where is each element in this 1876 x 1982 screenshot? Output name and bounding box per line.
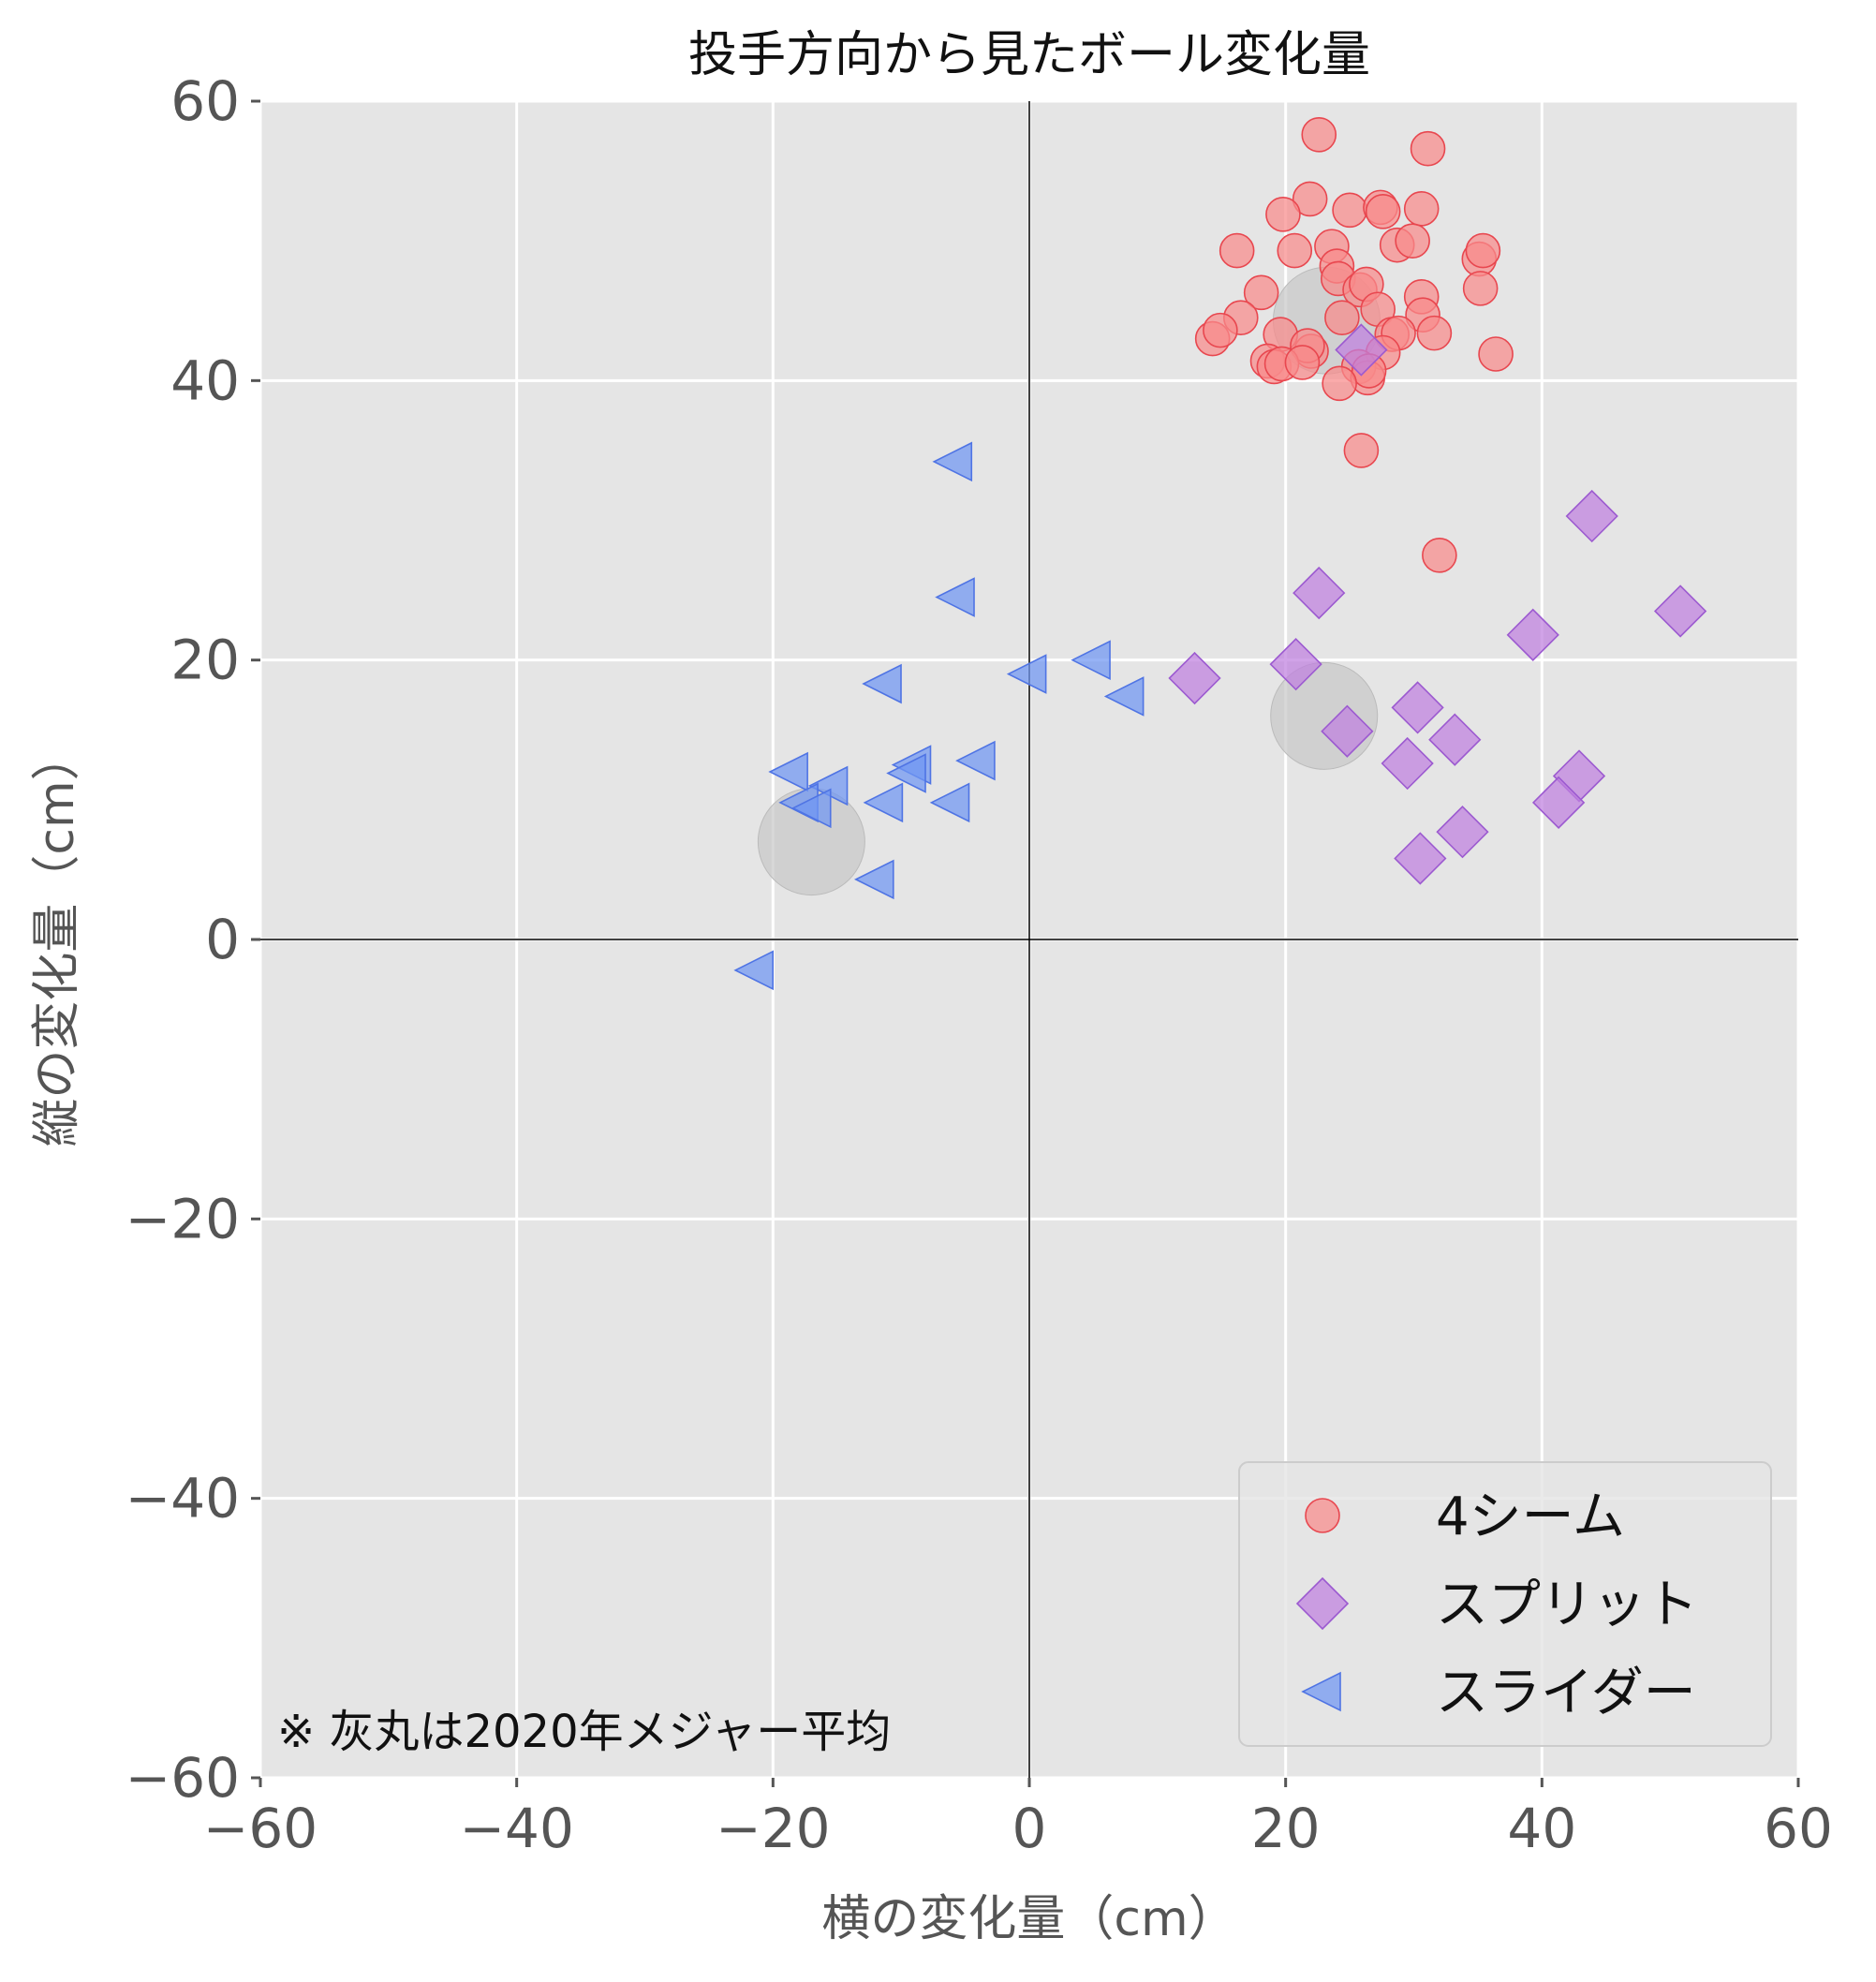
data-point — [1531, 776, 1586, 829]
data-point — [1203, 312, 1238, 348]
data-point — [862, 663, 902, 704]
zero-lines — [260, 101, 1798, 1778]
data-point — [1277, 232, 1313, 269]
data-point — [1332, 192, 1367, 229]
legend-label: スライダー — [1436, 1663, 1696, 1723]
data-point — [733, 950, 774, 991]
data-point — [932, 441, 973, 482]
data-point — [886, 753, 926, 793]
data-point — [1653, 584, 1707, 638]
data-point — [768, 751, 808, 792]
data-point — [863, 782, 904, 823]
y-tick-label: 0 — [205, 908, 240, 971]
data-point — [1465, 232, 1501, 269]
y-tick-label: −60 — [126, 1746, 240, 1810]
data-point — [1381, 736, 1434, 791]
data-point — [1071, 640, 1111, 680]
x-tick-label: 40 — [1507, 1797, 1576, 1860]
data-point — [929, 782, 970, 823]
legend-marker — [1301, 1671, 1341, 1712]
data-point — [1301, 117, 1337, 153]
x-axis-label: 横の変化量（cm） — [821, 1891, 1236, 1947]
data-point — [1265, 197, 1301, 232]
data-point — [935, 577, 975, 617]
series-3 — [733, 441, 1145, 991]
data-point — [1284, 345, 1321, 380]
data-point — [1506, 608, 1559, 661]
data-point — [1428, 713, 1482, 766]
data-point — [854, 859, 894, 900]
x-tick-label: 60 — [1764, 1797, 1833, 1860]
data-point — [1343, 433, 1380, 468]
x-tick-label: 0 — [1012, 1797, 1047, 1860]
x-tick-label: −20 — [716, 1797, 830, 1860]
y-tick-label: −40 — [126, 1467, 240, 1531]
x-tick-label: −60 — [203, 1797, 318, 1860]
chart-title: 投手方向から見たボール変化量 — [688, 27, 1370, 83]
y-tick-label: 20 — [170, 629, 240, 692]
x-tick-label: −40 — [459, 1797, 573, 1860]
data-point — [790, 788, 832, 829]
data-point — [1416, 315, 1453, 351]
data-point — [1335, 323, 1388, 377]
data-point — [1292, 181, 1328, 217]
data-point — [1324, 300, 1360, 336]
data-point — [1436, 806, 1489, 859]
data-point — [955, 740, 996, 781]
legend-marker — [1305, 1498, 1340, 1533]
data-point — [1243, 274, 1279, 311]
series-1 — [1194, 117, 1514, 573]
data-point — [1565, 489, 1618, 543]
data-point — [1322, 365, 1357, 402]
data-point — [1103, 676, 1145, 717]
y-axis-label: 縦の変化量（cm） — [29, 732, 85, 1146]
y-tick-label: 40 — [170, 348, 240, 412]
data-point — [1006, 654, 1047, 694]
data-point — [1394, 832, 1447, 885]
data-point — [1422, 537, 1457, 573]
data-point — [1395, 223, 1430, 259]
series-2 — [1168, 323, 1707, 885]
series — [733, 117, 1707, 991]
legend-label: スプリット — [1436, 1575, 1698, 1635]
data-point — [1478, 336, 1514, 372]
data-point — [1219, 232, 1255, 269]
y-tick-label: −20 — [126, 1187, 240, 1250]
legend-label: 4シーム — [1436, 1486, 1625, 1547]
data-point — [1391, 681, 1444, 734]
legend-box — [1238, 1461, 1772, 1747]
legend-marker — [1295, 1576, 1350, 1631]
data-point — [1293, 566, 1346, 620]
data-point — [1365, 194, 1401, 229]
data-point — [1403, 191, 1440, 227]
x-tick-label: 20 — [1251, 1797, 1321, 1860]
data-point — [1462, 271, 1499, 306]
y-tick-label: 60 — [170, 69, 240, 133]
data-point — [1269, 638, 1322, 691]
data-point — [1410, 130, 1446, 167]
axis-ticks: −60 −40 −20 0 20 40 60 −60 −40 −20 0 20 40 60 — [126, 69, 1833, 1860]
data-point — [1168, 651, 1221, 705]
data-point — [1321, 704, 1374, 758]
annotation-note: ※ 灰丸は2020年メジャー平均 — [277, 1706, 891, 1758]
